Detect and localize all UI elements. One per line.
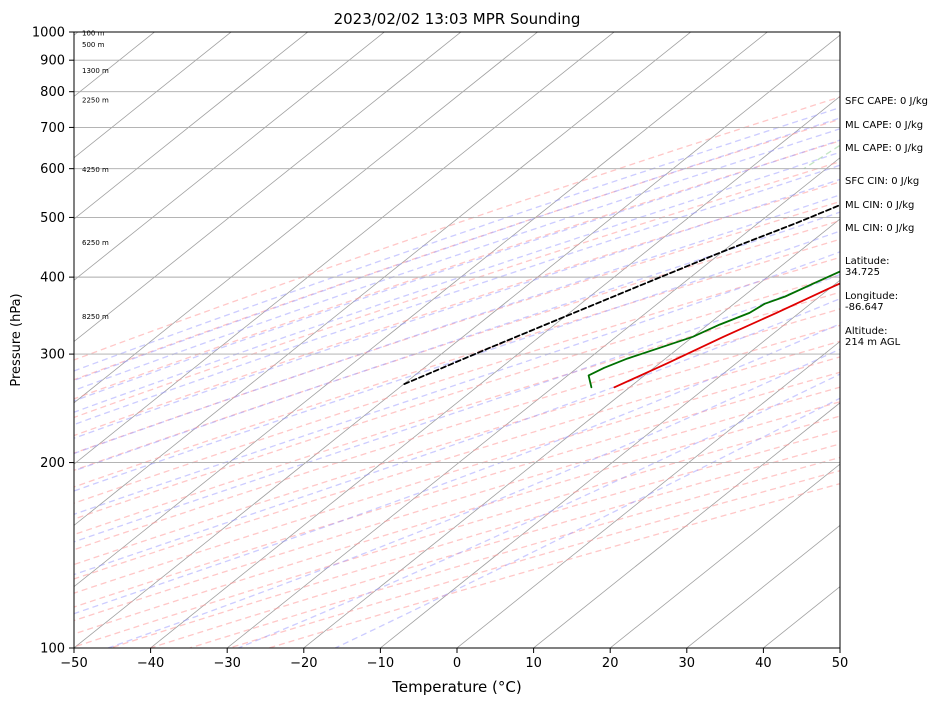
- isotherm-line: [74, 32, 462, 343]
- dry-adiabat-line: [74, 340, 840, 580]
- y-tick-label: 800: [40, 85, 65, 100]
- background-lines: [74, 19, 946, 662]
- y-tick-label: 400: [40, 271, 65, 286]
- moist-adiabat-line: [74, 151, 840, 413]
- isotherm-line: [899, 19, 946, 662]
- altitude-marker: 6250 m: [82, 239, 109, 247]
- y-tick-label: 1000: [32, 26, 65, 41]
- y-tick-label: 500: [40, 211, 65, 226]
- y-tick-label: 700: [40, 121, 65, 136]
- dry-adiabat-line: [74, 96, 840, 361]
- isotherm-line: [74, 32, 692, 526]
- moist-adiabat-line: [74, 178, 840, 439]
- dry-adiabat-line: [74, 140, 840, 400]
- y-tick-label: 600: [40, 162, 65, 177]
- moist-adiabat-line: [74, 230, 840, 492]
- x-tick-label: −40: [137, 656, 164, 671]
- side-panel: SFC CAPE: 0 J/kg ML CAPE: 0 J/kg ML CAPE…: [845, 96, 928, 348]
- altitude-value: 214 m AGL: [845, 337, 901, 348]
- moist-adiabat-line: [335, 397, 840, 648]
- longitude-value: -86.647: [845, 302, 884, 313]
- mixing-ratio-line: [942, 32, 946, 169]
- isotherm-line: [74, 32, 539, 404]
- x-tick-label: 40: [755, 656, 772, 671]
- latitude-label: Latitude:: [845, 256, 890, 267]
- x-tick-label: 10: [525, 656, 542, 671]
- dry-adiabat-line: [74, 274, 840, 520]
- isotherm-line: [74, 32, 232, 159]
- x-tick-label: −50: [60, 656, 87, 671]
- longitude-label: Longitude:: [845, 291, 898, 302]
- isotherm-line: [149, 95, 840, 648]
- isotherm-line: [74, 32, 768, 588]
- x-tick-label: −30: [213, 656, 240, 671]
- x-tick-label: 50: [832, 656, 849, 671]
- isotherm-line: [532, 402, 840, 648]
- moist-adiabat-line: [74, 128, 840, 392]
- moist-adiabat-line: [74, 164, 840, 426]
- dry-adiabat-line: [74, 371, 840, 608]
- altitude-label: Altitude:: [845, 326, 887, 337]
- y-tick-label: 900: [40, 54, 65, 69]
- ml-cin-label-2: ML CIN: 0 J/kg: [845, 223, 914, 234]
- isotherm-line: [74, 32, 309, 220]
- altitude-marker: 500 m: [82, 41, 105, 49]
- y-tick-label: 200: [40, 456, 65, 471]
- y-tick-label: 300: [40, 348, 65, 363]
- altitude-marker: 1300 m: [82, 67, 109, 75]
- altitude-marker: 100 m: [82, 30, 105, 38]
- dry-adiabat-line: [74, 160, 840, 419]
- parcel-profile-line: [402, 204, 840, 386]
- x-tick-label: 0: [453, 656, 461, 671]
- plot-area: 100 m 500 m 1300 m 2250 m 4250 m 6250 m 8250 m: [73, 19, 946, 662]
- isotherm-line: [456, 341, 840, 648]
- x-tick-label: 20: [602, 656, 619, 671]
- altitude-labels: 100 m 500 m 1300 m 2250 m 4250 m 6250 m 8250 m: [82, 30, 109, 322]
- x-tick-label: 30: [679, 656, 696, 671]
- series-layer: [402, 204, 840, 389]
- y-axis-title: Pressure (hPa): [9, 293, 24, 386]
- isotherm-line: [686, 524, 840, 648]
- ml-cape-label-2: ML CAPE: 0 J/kg: [845, 143, 923, 154]
- isotherm-line: [74, 32, 385, 281]
- sfc-cin-label: SFC CIN: 0 J/kg: [845, 176, 919, 187]
- sfc-cape-label: SFC CAPE: 0 J/kg: [845, 96, 928, 107]
- y-tick-label: 100: [40, 642, 65, 657]
- latitude-value: 34.725: [845, 267, 880, 278]
- dewpoint-line: [587, 270, 840, 389]
- moist-adiabat-line: [74, 194, 840, 455]
- x-axis: −50 −40 −30 −20 −10 0 10 20 30 40 50: [60, 648, 848, 671]
- x-axis-title: Temperature (°C): [391, 678, 521, 696]
- y-axis: 100 200 300 400 500 600 700 800 900 1000: [32, 26, 74, 657]
- chart-title: 2023/02/02 13:03 MPR Sounding: [334, 10, 581, 28]
- altitude-marker: 4250 m: [82, 166, 109, 174]
- isotherm-line: [609, 463, 840, 648]
- altitude-marker: 2250 m: [82, 96, 109, 104]
- temperature-line: [613, 282, 840, 389]
- isotherm-line: [226, 157, 840, 648]
- dry-adiabat-line: [74, 238, 840, 488]
- ml-cape-label: ML CAPE: 0 J/kg: [845, 120, 923, 131]
- isobar-grid: [74, 32, 840, 648]
- altitude-marker: 8250 m: [82, 313, 109, 321]
- dry-adiabat-line: [74, 308, 840, 551]
- dry-adiabat-line: [74, 200, 840, 454]
- isotherm-line: [74, 32, 615, 465]
- x-tick-label: −10: [367, 656, 394, 671]
- ml-cin-label: ML CIN: 0 J/kg: [845, 200, 914, 211]
- x-tick-label: −20: [290, 656, 317, 671]
- moist-adiabat-line: [107, 348, 840, 648]
- dry-adiabat-line: [74, 118, 840, 381]
- moist-adiabat-line: [74, 211, 840, 472]
- moist-adiabat-line: [74, 139, 840, 402]
- isotherm-line: [303, 218, 840, 648]
